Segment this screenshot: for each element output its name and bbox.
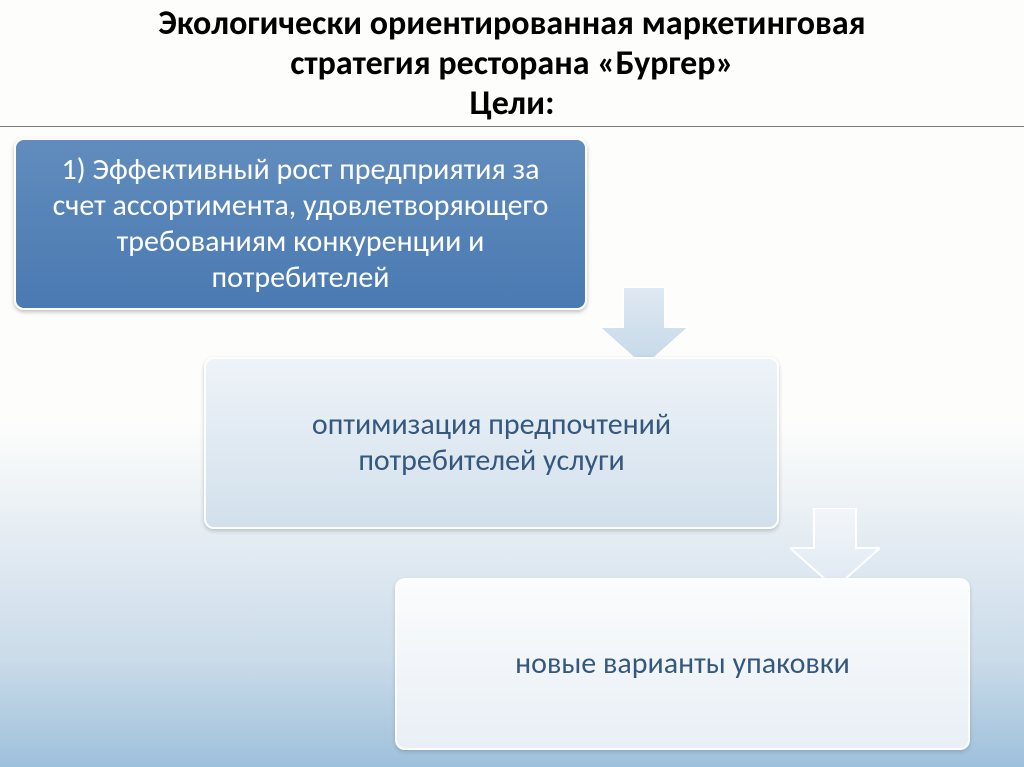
flow-box-1-text: 1) Эффективный рост предприятия за счет … (32, 152, 569, 296)
flow-box-3-text: новые варианты упаковки (515, 646, 850, 682)
flow-box-1: 1) Эффективный рост предприятия за счет … (14, 138, 587, 310)
flow-box-3: новые варианты упаковки (395, 578, 970, 750)
arrow-1-icon (599, 287, 689, 367)
slide-title: Экологически ориентированная маркетингов… (0, 0, 1024, 126)
title-line3: Цели: (470, 83, 555, 124)
title-divider (0, 126, 1024, 127)
title-line1: Экологически ориентированная маркетингов… (158, 3, 865, 44)
title-line2: стратегия ресторана «Бургер» (290, 43, 734, 84)
arrow-2-icon (790, 508, 880, 588)
flow-box-2-text: оптимизация предпочтений потребителей ус… (222, 407, 761, 479)
flow-box-2: оптимизация предпочтений потребителей ус… (204, 357, 779, 529)
